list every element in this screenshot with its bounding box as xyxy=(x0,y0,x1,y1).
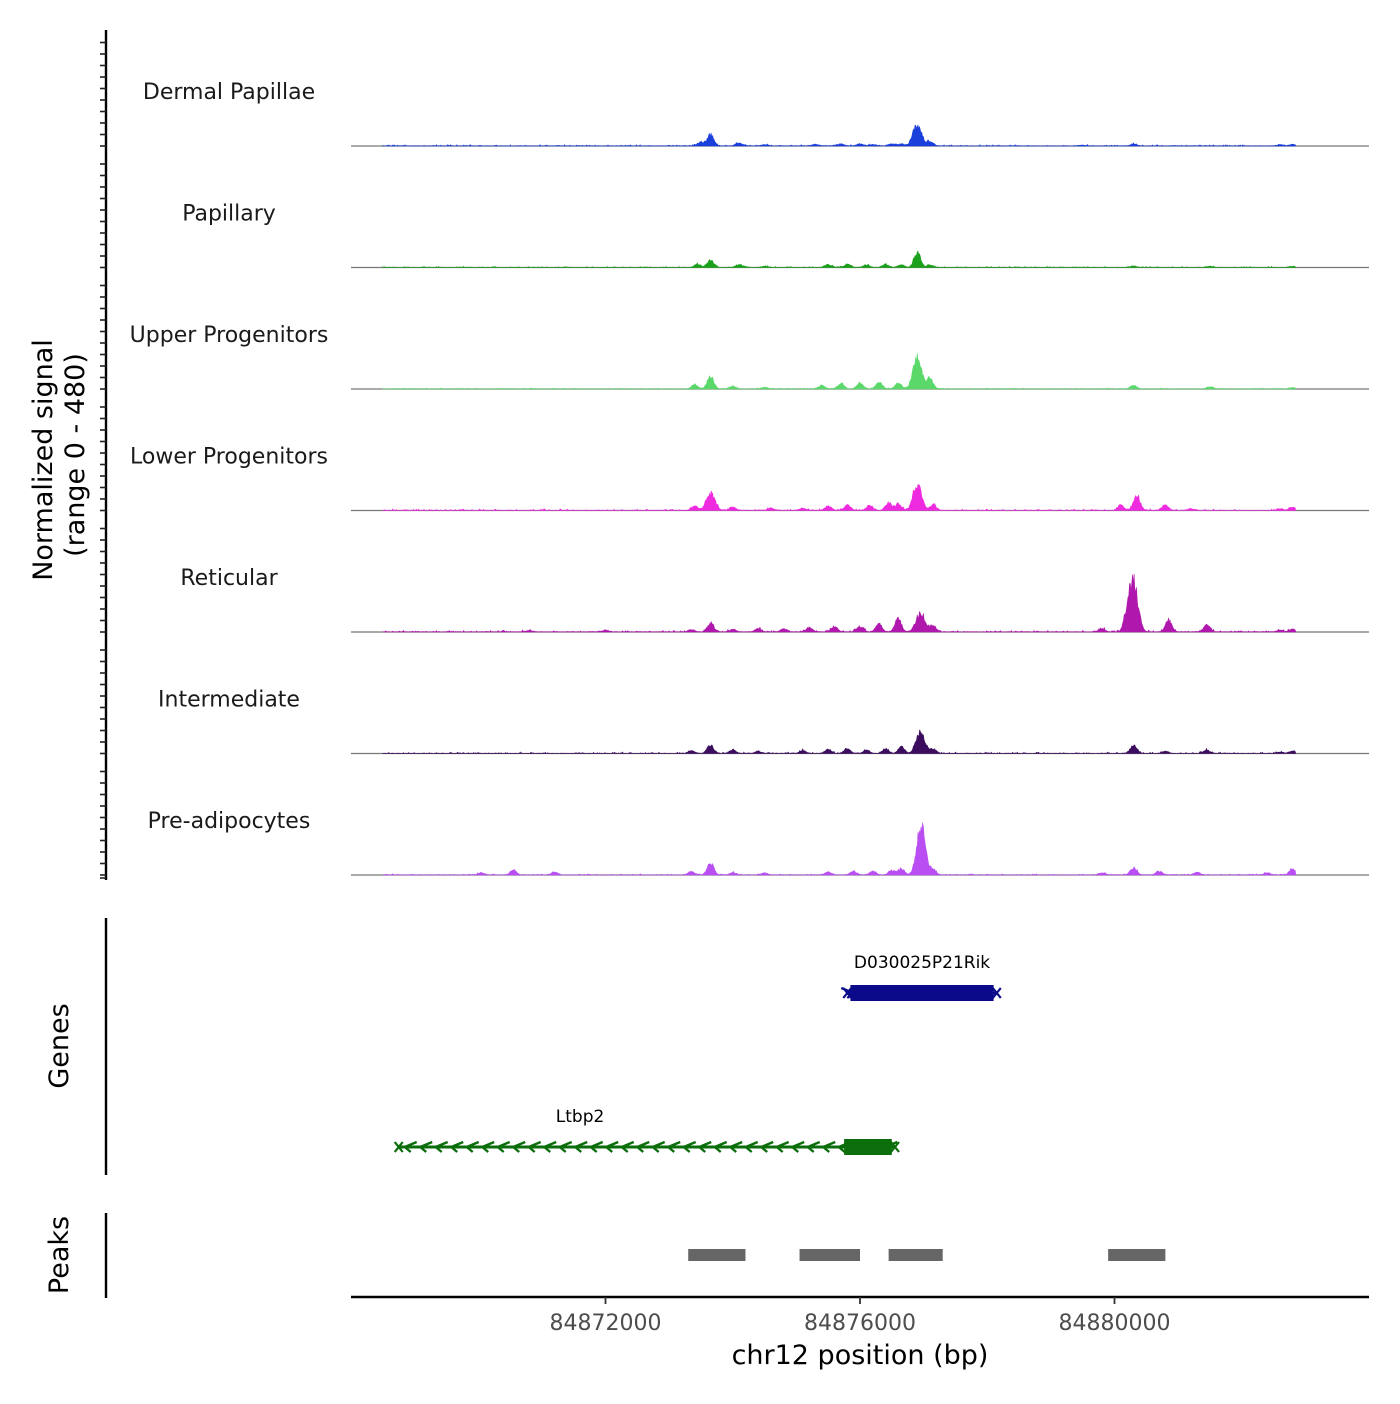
signal-y-label-line1: Normalized signal xyxy=(28,339,59,581)
gene-annotations: D030025P21Rik Ltbp2 xyxy=(393,953,1002,1155)
track-dermal-papillae: Dermal Papillae xyxy=(143,80,1369,147)
peak-region xyxy=(688,1249,746,1261)
peak-region xyxy=(799,1249,860,1261)
strand-arrow xyxy=(822,1140,836,1153)
strand-arrow xyxy=(744,1140,759,1153)
strand-arrow xyxy=(512,1140,526,1153)
peak-region xyxy=(888,1249,943,1261)
coverage-area xyxy=(382,573,1297,633)
gene-d030025p21rik: D030025P21Rik xyxy=(840,953,1002,1001)
strand-arrow xyxy=(496,1140,511,1153)
track-label: Lower Progenitors xyxy=(130,445,328,470)
strand-arrow xyxy=(791,1140,805,1153)
strand-arrow xyxy=(620,1140,635,1153)
x-tick-label: 84876000 xyxy=(804,1311,916,1336)
x-tick-label: 84880000 xyxy=(1059,1311,1171,1336)
coverage-area xyxy=(382,484,1297,511)
strand-arrow xyxy=(713,1140,728,1153)
strand-arrow xyxy=(527,1140,542,1153)
strand-arrow xyxy=(419,1140,433,1153)
track-intermediate: Intermediate xyxy=(158,688,1369,755)
strand-arrow xyxy=(558,1140,573,1153)
strand-arrow xyxy=(605,1140,619,1153)
track-label: Dermal Papillae xyxy=(143,80,315,105)
track-upper-progenitors: Upper Progenitors xyxy=(130,323,1369,390)
track-papillary: Papillary xyxy=(182,202,1369,269)
track-lower-progenitors: Lower Progenitors xyxy=(130,445,1369,512)
gene-end-marker xyxy=(890,1141,900,1153)
strand-arrow xyxy=(698,1140,712,1153)
gene-exon xyxy=(850,985,994,1001)
track-label: Reticular xyxy=(180,566,278,591)
strand-arrow xyxy=(760,1140,774,1153)
coverage-area xyxy=(382,729,1297,755)
x-axis-ticks: 84872000 84876000 84880000 xyxy=(550,1297,1171,1336)
strand-arrow xyxy=(589,1140,604,1153)
signal-tracks: Dermal Papillae Papillary Upper Progenitor… xyxy=(130,80,1369,876)
strand-arrow xyxy=(450,1140,464,1153)
coverage-area xyxy=(382,353,1297,390)
coverage-area xyxy=(382,124,1297,147)
strand-arrow xyxy=(806,1140,821,1153)
strand-arrow xyxy=(775,1140,790,1153)
strand-arrow xyxy=(729,1140,743,1153)
signal-y-axis-ticks xyxy=(100,41,106,879)
strand-arrow xyxy=(403,1140,418,1153)
track-pre-adipocytes: Pre-adipocytes xyxy=(148,809,1369,876)
gene-end-marker xyxy=(393,1141,404,1153)
coverage-area xyxy=(382,250,1297,268)
peak-region xyxy=(1108,1249,1166,1261)
strand-arrow xyxy=(574,1140,588,1153)
strand-arrow xyxy=(434,1140,449,1153)
gene-label: D030025P21Rik xyxy=(854,953,990,973)
gene-end-marker xyxy=(842,987,853,999)
gene-label: Ltbp2 xyxy=(556,1107,605,1127)
peaks-panel-label: Peaks xyxy=(44,1216,75,1294)
gene-ltbp2: Ltbp2 xyxy=(393,1107,900,1155)
strand-arrow xyxy=(651,1140,666,1153)
coverage-area xyxy=(382,822,1297,876)
strand-arrow xyxy=(481,1140,495,1153)
gene-end-marker xyxy=(991,987,1002,999)
strand-arrow xyxy=(465,1140,480,1153)
x-axis-title: chr12 position (bp) xyxy=(732,1340,989,1371)
track-label: Upper Progenitors xyxy=(130,323,329,348)
track-label: Intermediate xyxy=(158,688,300,713)
peak-regions xyxy=(688,1249,1166,1261)
strand-arrow xyxy=(682,1140,697,1153)
track-label: Pre-adipocytes xyxy=(148,809,311,834)
strand-arrow xyxy=(636,1140,650,1153)
strand-arrow xyxy=(543,1140,557,1153)
signal-y-label-line2: (range 0 - 480) xyxy=(60,353,91,557)
track-label: Papillary xyxy=(182,202,276,227)
x-tick-label: 84872000 xyxy=(550,1311,662,1336)
genes-panel-label: Genes xyxy=(44,1003,75,1088)
track-reticular: Reticular xyxy=(180,566,1369,633)
strand-arrow xyxy=(667,1140,681,1153)
gene-exon xyxy=(844,1139,892,1155)
signal-y-axis xyxy=(100,30,108,880)
